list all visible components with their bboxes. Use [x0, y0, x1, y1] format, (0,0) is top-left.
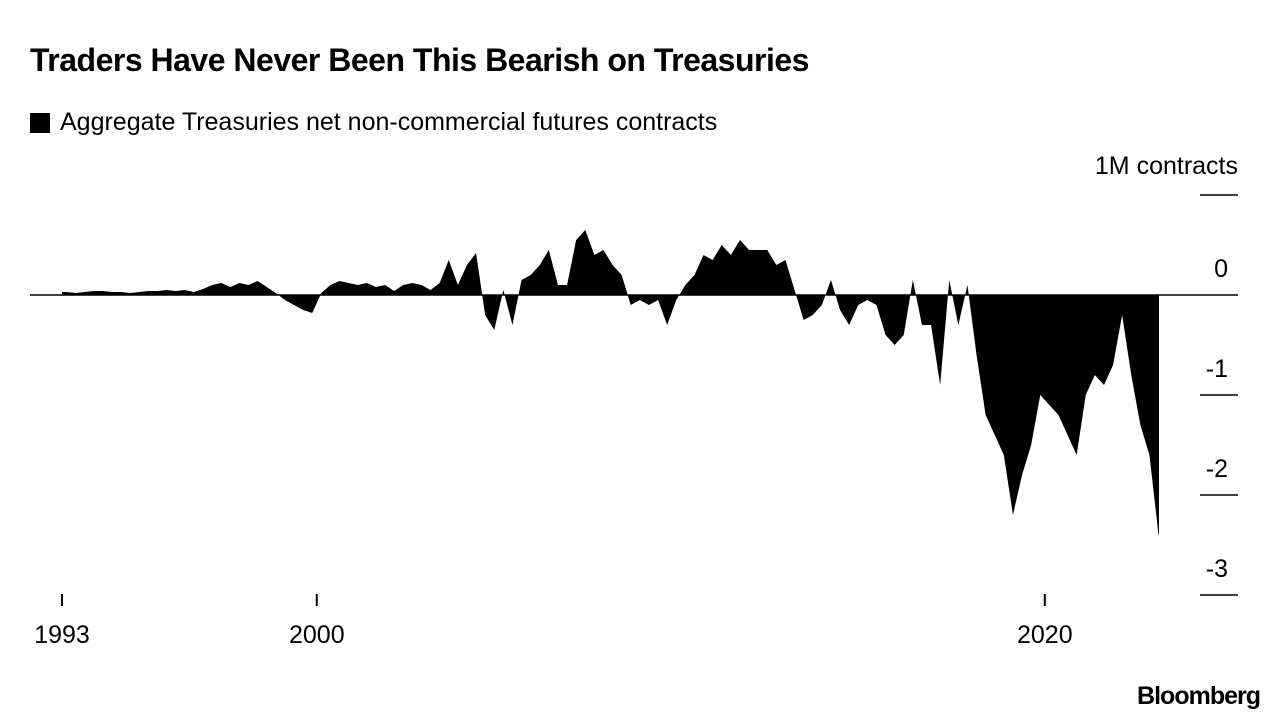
y-tick-label: -2 [1206, 455, 1228, 483]
y-tick-label: 0 [1214, 255, 1228, 283]
y-axis-unit-label: 1M contracts [1094, 152, 1238, 180]
x-tick-label: 1993 [34, 621, 90, 649]
legend-swatch [30, 112, 50, 133]
y-tick-label: -3 [1206, 555, 1228, 583]
chart-title: Traders Have Never Been This Bearish on … [30, 42, 809, 78]
data-area [62, 230, 1159, 535]
x-tick-label: 2020 [1017, 621, 1073, 649]
x-tick-label: 2000 [289, 621, 345, 649]
bloomberg-logo: Bloomberg [1137, 682, 1261, 710]
legend: Aggregate Treasuries net non-commercial … [30, 108, 717, 137]
legend-label: Aggregate Treasuries net non-commercial … [60, 108, 718, 136]
y-tick-label: -1 [1206, 355, 1228, 383]
